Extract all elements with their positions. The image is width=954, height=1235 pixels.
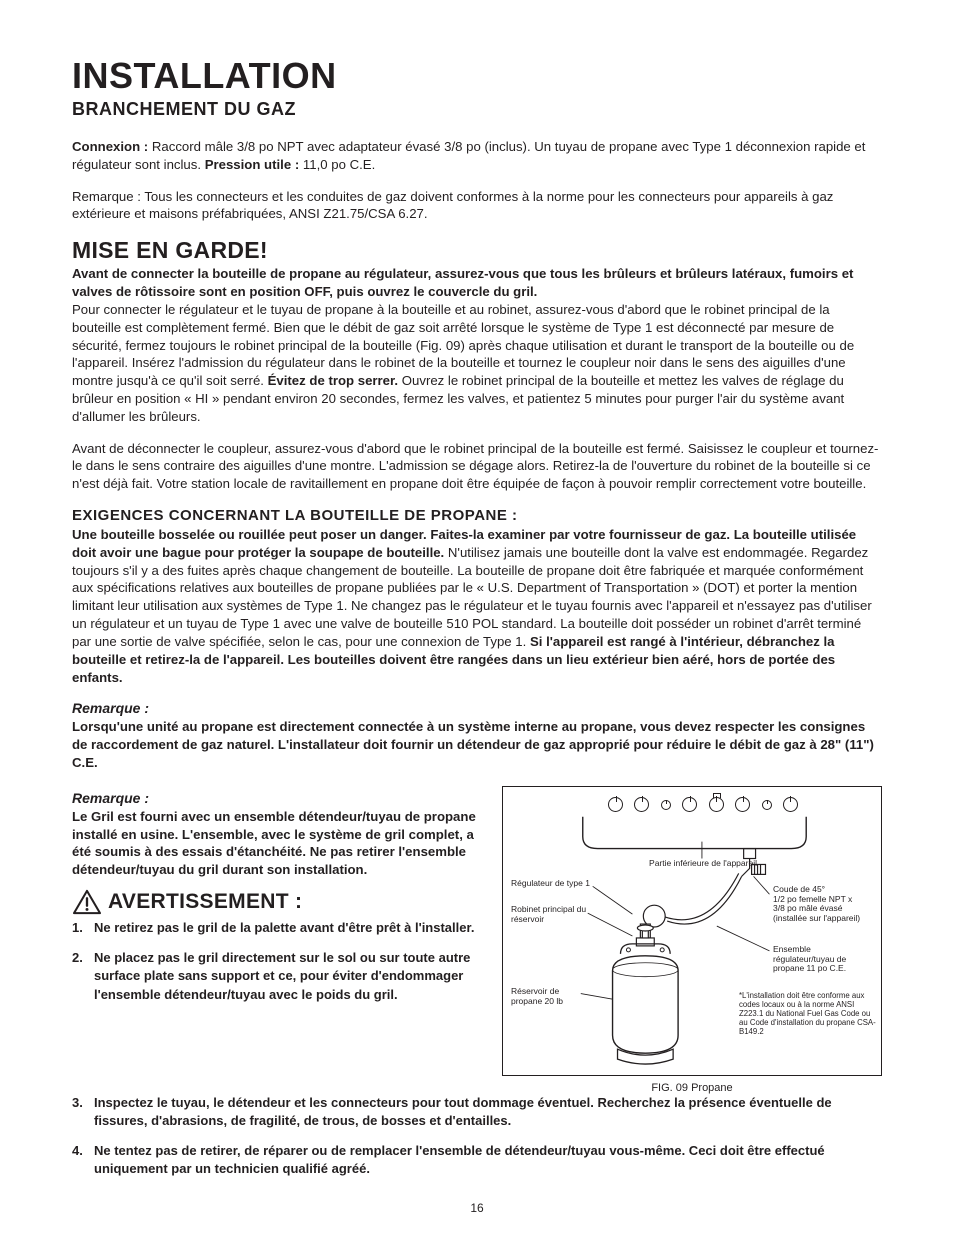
paragraph-connection: Connexion : Raccord mâle 3/8 po NPT avec… (72, 138, 882, 174)
heading-remarque-1: Remarque : (72, 700, 882, 716)
page-title: INSTALLATION (72, 55, 882, 97)
paragraph-remarque-2: Le Gril est fourni avec un ensemble déte… (72, 808, 484, 879)
fig-label-robinet: Robinet principal du réservoir (511, 905, 591, 925)
heading-avertissement: AVERTISSEMENT : (72, 889, 484, 915)
fig-label-ensemble: Ensemble régulateur/tuyau de propane 11 … (773, 945, 873, 974)
warnings-list: Ne retirez pas le gril de la palette ava… (72, 919, 484, 1004)
warning-item-2: Ne placez pas le gril directement sur le… (72, 949, 484, 1004)
label-pression: Pression utile : (205, 157, 300, 172)
paragraph-remarque-1: Lorsqu'une unité au propane est directem… (72, 718, 882, 771)
heading-text: AVERTISSEMENT : (108, 890, 302, 914)
fig-label-regulateur: Régulateur de type 1 (511, 879, 601, 889)
two-column-section: Remarque : Le Gril est fourni avec un en… (72, 786, 882, 1094)
fig-label-coude: Coude de 45° 1/2 po femelle NPT x 3/8 po… (773, 885, 877, 924)
text: Raccord mâle 3/8 po NPT avec adaptateur … (72, 139, 865, 172)
text-bold: Évitez de trop serrer. (268, 373, 398, 388)
figure-propane: Partie inférieure de l'appareil Régulate… (502, 786, 882, 1076)
heading-exigences: EXIGENCES CONCERNANT LA BOUTEILLE DE PRO… (72, 507, 882, 524)
fig-label-note: *L'installation doit être conforme aux c… (739, 992, 877, 1037)
left-column: Remarque : Le Gril est fourni avec un en… (72, 786, 484, 1016)
figure-caption: FIG. 09 Propane (502, 1082, 882, 1094)
paragraph-mise-2: Avant de déconnecter le coupleur, assure… (72, 440, 882, 493)
page: INSTALLATION BRANCHEMENT DU GAZ Connexio… (0, 0, 954, 1235)
text-bold: Avant de connecter la bouteille de propa… (72, 266, 853, 299)
fig-label-partie: Partie inférieure de l'appareil (633, 859, 773, 869)
warning-item-3: Inspectez le tuyau, le détendeur et les … (72, 1094, 882, 1130)
text: 11,0 po C.E. (299, 157, 375, 172)
right-column: Partie inférieure de l'appareil Régulate… (502, 786, 882, 1094)
heading-remarque-2: Remarque : (72, 790, 484, 806)
paragraph-exigences: Une bouteille bosselée ou rouillée peut … (72, 526, 882, 686)
warning-icon (72, 889, 102, 915)
label-connexion: Connexion : (72, 139, 148, 154)
warnings-list-continued: Inspectez le tuyau, le détendeur et les … (72, 1094, 882, 1179)
page-subtitle: BRANCHEMENT DU GAZ (72, 99, 882, 120)
warning-item-1: Ne retirez pas le gril de la palette ava… (72, 919, 484, 937)
page-number: 16 (0, 1201, 954, 1215)
heading-mise-en-garde: MISE EN GARDE! (72, 237, 882, 264)
paragraph-remarque-norme: Remarque : Tous les connecteurs et les c… (72, 188, 882, 224)
fig-label-reservoir: Réservoir de propane 20 lb (511, 987, 581, 1007)
paragraph-mise-1: Avant de connecter la bouteille de propa… (72, 265, 882, 425)
warning-item-4: Ne tentez pas de retirer, de réparer ou … (72, 1142, 882, 1178)
